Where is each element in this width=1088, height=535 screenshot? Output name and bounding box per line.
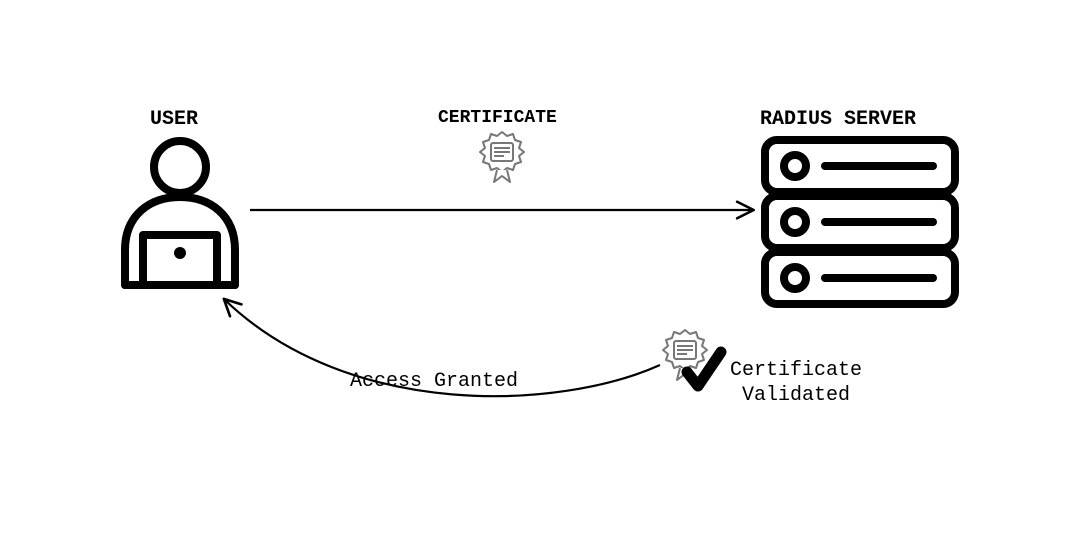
- access-granted-label: Access Granted: [350, 370, 518, 393]
- certificate-validated-icon: [663, 330, 721, 386]
- certificate-icon: [480, 132, 524, 182]
- user-icon: [125, 141, 235, 285]
- user-label: USER: [150, 108, 198, 131]
- certificate-validated-label: CertificateValidated: [730, 358, 862, 408]
- certificate-label: CERTIFICATE: [438, 108, 557, 128]
- server-icon: [765, 140, 955, 304]
- diagram-canvas: [0, 0, 1088, 535]
- server-label: RADIUS SERVER: [760, 108, 916, 131]
